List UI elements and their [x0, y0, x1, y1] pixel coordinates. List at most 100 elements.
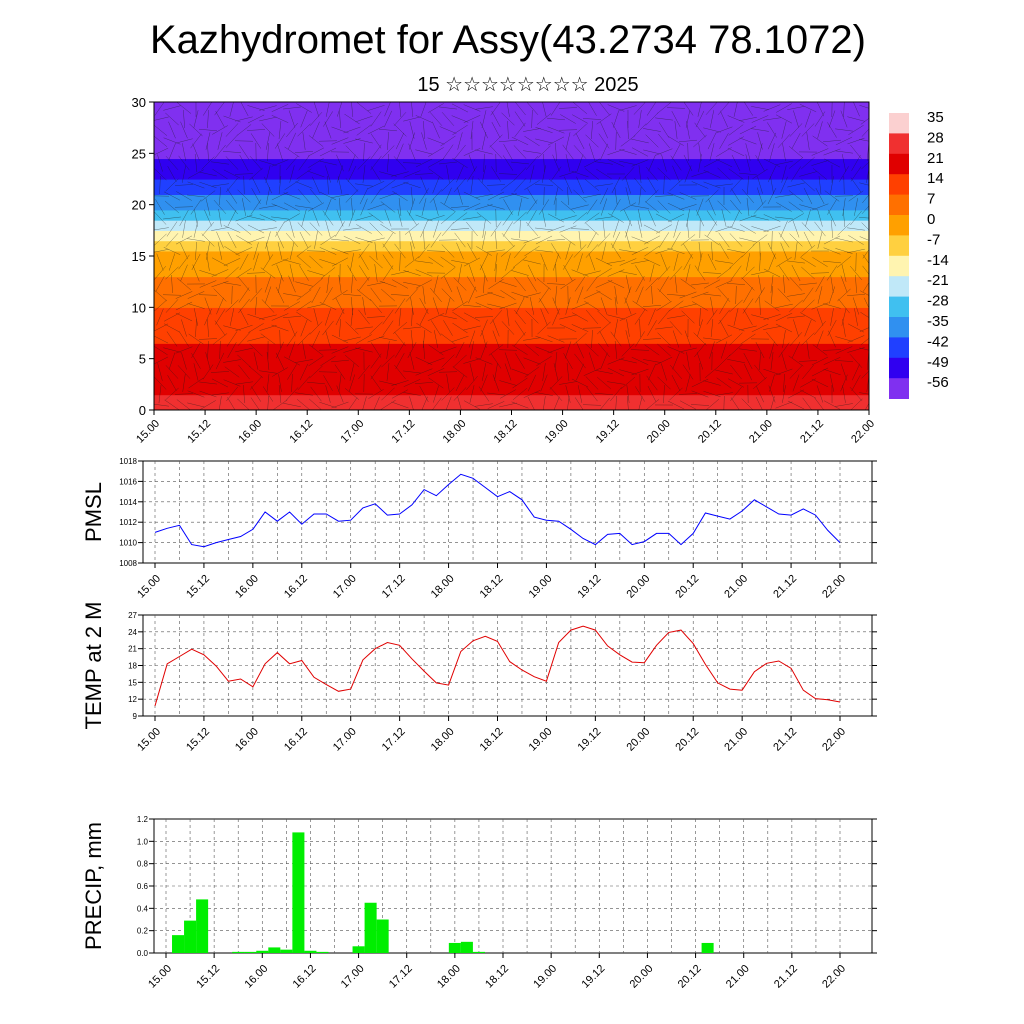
- wind-barb: [432, 121, 440, 139]
- wind-barb: [775, 312, 793, 322]
- heatmap-band: [154, 220, 869, 226]
- wind-barb: [398, 308, 402, 326]
- wind-barb: [743, 102, 754, 116]
- wind-barb: [552, 308, 560, 326]
- wind-barb: [782, 330, 786, 348]
- wind-barb: [175, 138, 193, 144]
- x-tick-label: 17.12: [387, 963, 415, 991]
- wind-barb: [728, 124, 744, 136]
- wind-barb: [504, 352, 512, 370]
- wind-barb: [466, 221, 478, 237]
- wind-barb: [639, 319, 641, 337]
- heatmap-band: [154, 404, 869, 410]
- wind-barb: [822, 349, 842, 351]
- wind-barb: [216, 231, 224, 249]
- wind-barb: [643, 235, 661, 245]
- wind-barb: [283, 202, 301, 212]
- wind-barb: [718, 309, 730, 325]
- wind-barb: [631, 147, 649, 157]
- wind-barb: [645, 277, 659, 291]
- wind-barb: [610, 386, 622, 402]
- x-tick-label: 20.12: [673, 726, 701, 754]
- wind-barb: [780, 220, 788, 238]
- wind-barb: [513, 211, 527, 225]
- wind-barb: [451, 228, 469, 230]
- wind-barb: [573, 145, 587, 159]
- wind-barb: [246, 272, 266, 274]
- wind-barb: [599, 331, 609, 347]
- wind-barb: [792, 374, 800, 392]
- wind-barb: [525, 221, 539, 237]
- wind-barb: [859, 290, 869, 296]
- wind-barb: [631, 368, 649, 376]
- wind-barb: [275, 221, 285, 237]
- heatmap-band: [154, 353, 869, 360]
- wind-barb: [835, 346, 853, 354]
- wind-barb: [806, 341, 810, 359]
- wind-barb: [309, 365, 323, 379]
- y-tick-label: 5: [139, 352, 146, 367]
- wind-barb: [547, 283, 565, 285]
- wind-barb: [323, 375, 333, 391]
- wind-barb: [523, 337, 541, 341]
- wind-barb: [382, 265, 394, 281]
- wind-barb: [288, 110, 296, 128]
- wind-barb: [500, 389, 516, 399]
- page-title: Kazhydromet for Assy(43.2734 78.1072): [150, 18, 866, 62]
- wind-barb: [211, 371, 229, 373]
- wind-barb: [319, 147, 337, 157]
- wind-barb: [519, 220, 521, 238]
- wind-barb: [265, 231, 271, 249]
- heatmap-band: [154, 117, 869, 124]
- wind-barb: [356, 334, 372, 344]
- wind-barb: [552, 154, 560, 172]
- wind-barb: [685, 264, 691, 282]
- wind-barb: [336, 154, 344, 172]
- wind-barb: [479, 253, 489, 271]
- wind-barb: [287, 364, 297, 380]
- wind-barb: [223, 282, 241, 286]
- wind-barb: [565, 132, 571, 150]
- wind-barb: [165, 299, 179, 313]
- wind-barb: [289, 165, 295, 183]
- wind-barb: [619, 313, 637, 321]
- wind-barb: [703, 380, 721, 386]
- wind-barb: [403, 392, 421, 396]
- colorbar-label: 28: [927, 129, 944, 146]
- wind-barb: [369, 222, 383, 236]
- wind-barb: [415, 115, 433, 123]
- wind-barb: [283, 402, 301, 408]
- wind-barb: [590, 121, 594, 139]
- heatmap-band: [154, 179, 869, 185]
- wind-barb: [583, 193, 601, 199]
- wind-barb: [427, 158, 445, 168]
- wind-barb: [780, 176, 788, 194]
- wind-barb: [547, 238, 565, 242]
- wind-barb: [475, 302, 493, 310]
- wind-barb: [356, 224, 372, 234]
- wind-barb: [322, 210, 334, 226]
- wind-barb: [585, 343, 599, 357]
- wind-barb: [596, 113, 612, 125]
- wind-barb: [421, 132, 427, 150]
- wind-barb: [163, 323, 181, 333]
- wind-barb: [781, 352, 787, 370]
- wind-barb: [445, 297, 451, 315]
- wind-barb: [348, 374, 356, 392]
- wind-barb: [178, 331, 190, 347]
- wind-barb: [531, 109, 533, 129]
- precipitation-panel: 0.00.20.40.60.81.01.215.00 15.12 16.00 16.1…: [81, 815, 877, 991]
- wind-barb: [787, 315, 805, 319]
- wind-barb: [598, 133, 610, 149]
- wind-barb: [624, 297, 632, 315]
- wind-barb: [655, 148, 673, 156]
- wind-barb: [614, 341, 618, 359]
- wind-barb: [259, 105, 277, 111]
- wind-barb: [266, 352, 270, 370]
- wind-barb: [625, 220, 631, 238]
- precip-bar: [196, 899, 209, 953]
- wind-barb: [862, 194, 869, 204]
- wind-barb: [560, 114, 576, 124]
- wind-barb: [812, 344, 828, 356]
- x-tick-label: 15.00: [135, 573, 163, 601]
